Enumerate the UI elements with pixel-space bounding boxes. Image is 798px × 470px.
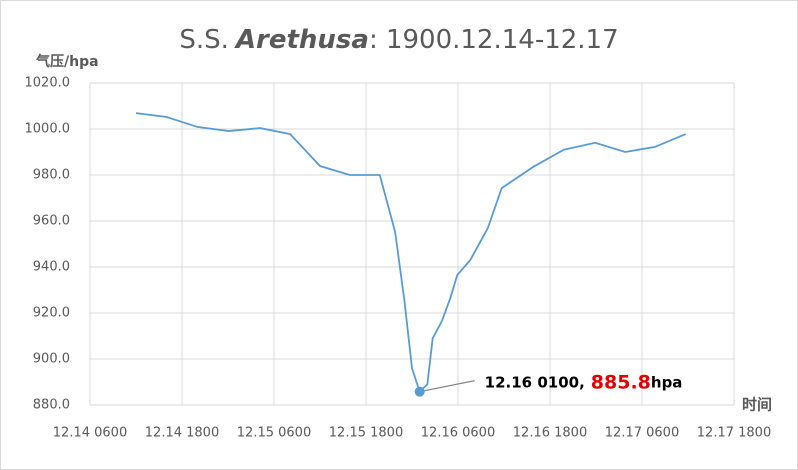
title-prefix: S.S. (179, 25, 229, 55)
x-axis-label: 时间 (742, 396, 772, 414)
y-tick-label: 940.0 (33, 260, 70, 275)
x-tick-label: 12.15 1800 (329, 426, 403, 441)
x-tick-label: 12.16 0600 (421, 426, 495, 441)
y-tick-label: 1000.0 (25, 122, 71, 137)
title-name: Arethusa (234, 25, 369, 55)
chart-title: S.S. Arethusa: 1900.12.14-12.17 (179, 25, 618, 55)
x-tick-label: 12.16 1800 (513, 426, 587, 441)
x-tick-label: 12.17 1800 (697, 426, 771, 441)
y-axis-label: 气压/hpa (35, 53, 99, 70)
annotation-marker (414, 386, 425, 397)
x-tick-label: 12.14 1800 (145, 426, 219, 441)
annotation-label: 12.16 0100, (485, 373, 585, 391)
annotation-leader (419, 380, 475, 393)
y-tick-label: 880.0 (33, 398, 70, 413)
y-tick-label: 960.0 (33, 214, 70, 229)
y-tick-label: 980.0 (33, 168, 70, 183)
x-tick-label: 12.15 0600 (237, 426, 311, 441)
annotation-unit: hpa (651, 373, 683, 391)
title-suffix: : 1900.12.14-12.17 (369, 25, 619, 55)
annotation-text: 12.16 0100, 885.8hpa (485, 371, 683, 393)
y-tick-label: 1020.0 (25, 76, 71, 91)
y-tick-label: 920.0 (33, 306, 70, 321)
data-line (135, 112, 687, 394)
x-tick-label: 12.17 0600 (605, 426, 679, 441)
annotation-value: 885.8 (591, 371, 651, 393)
x-tick-label: 12.14 0600 (53, 426, 127, 441)
y-tick-label: 900.0 (33, 352, 70, 367)
